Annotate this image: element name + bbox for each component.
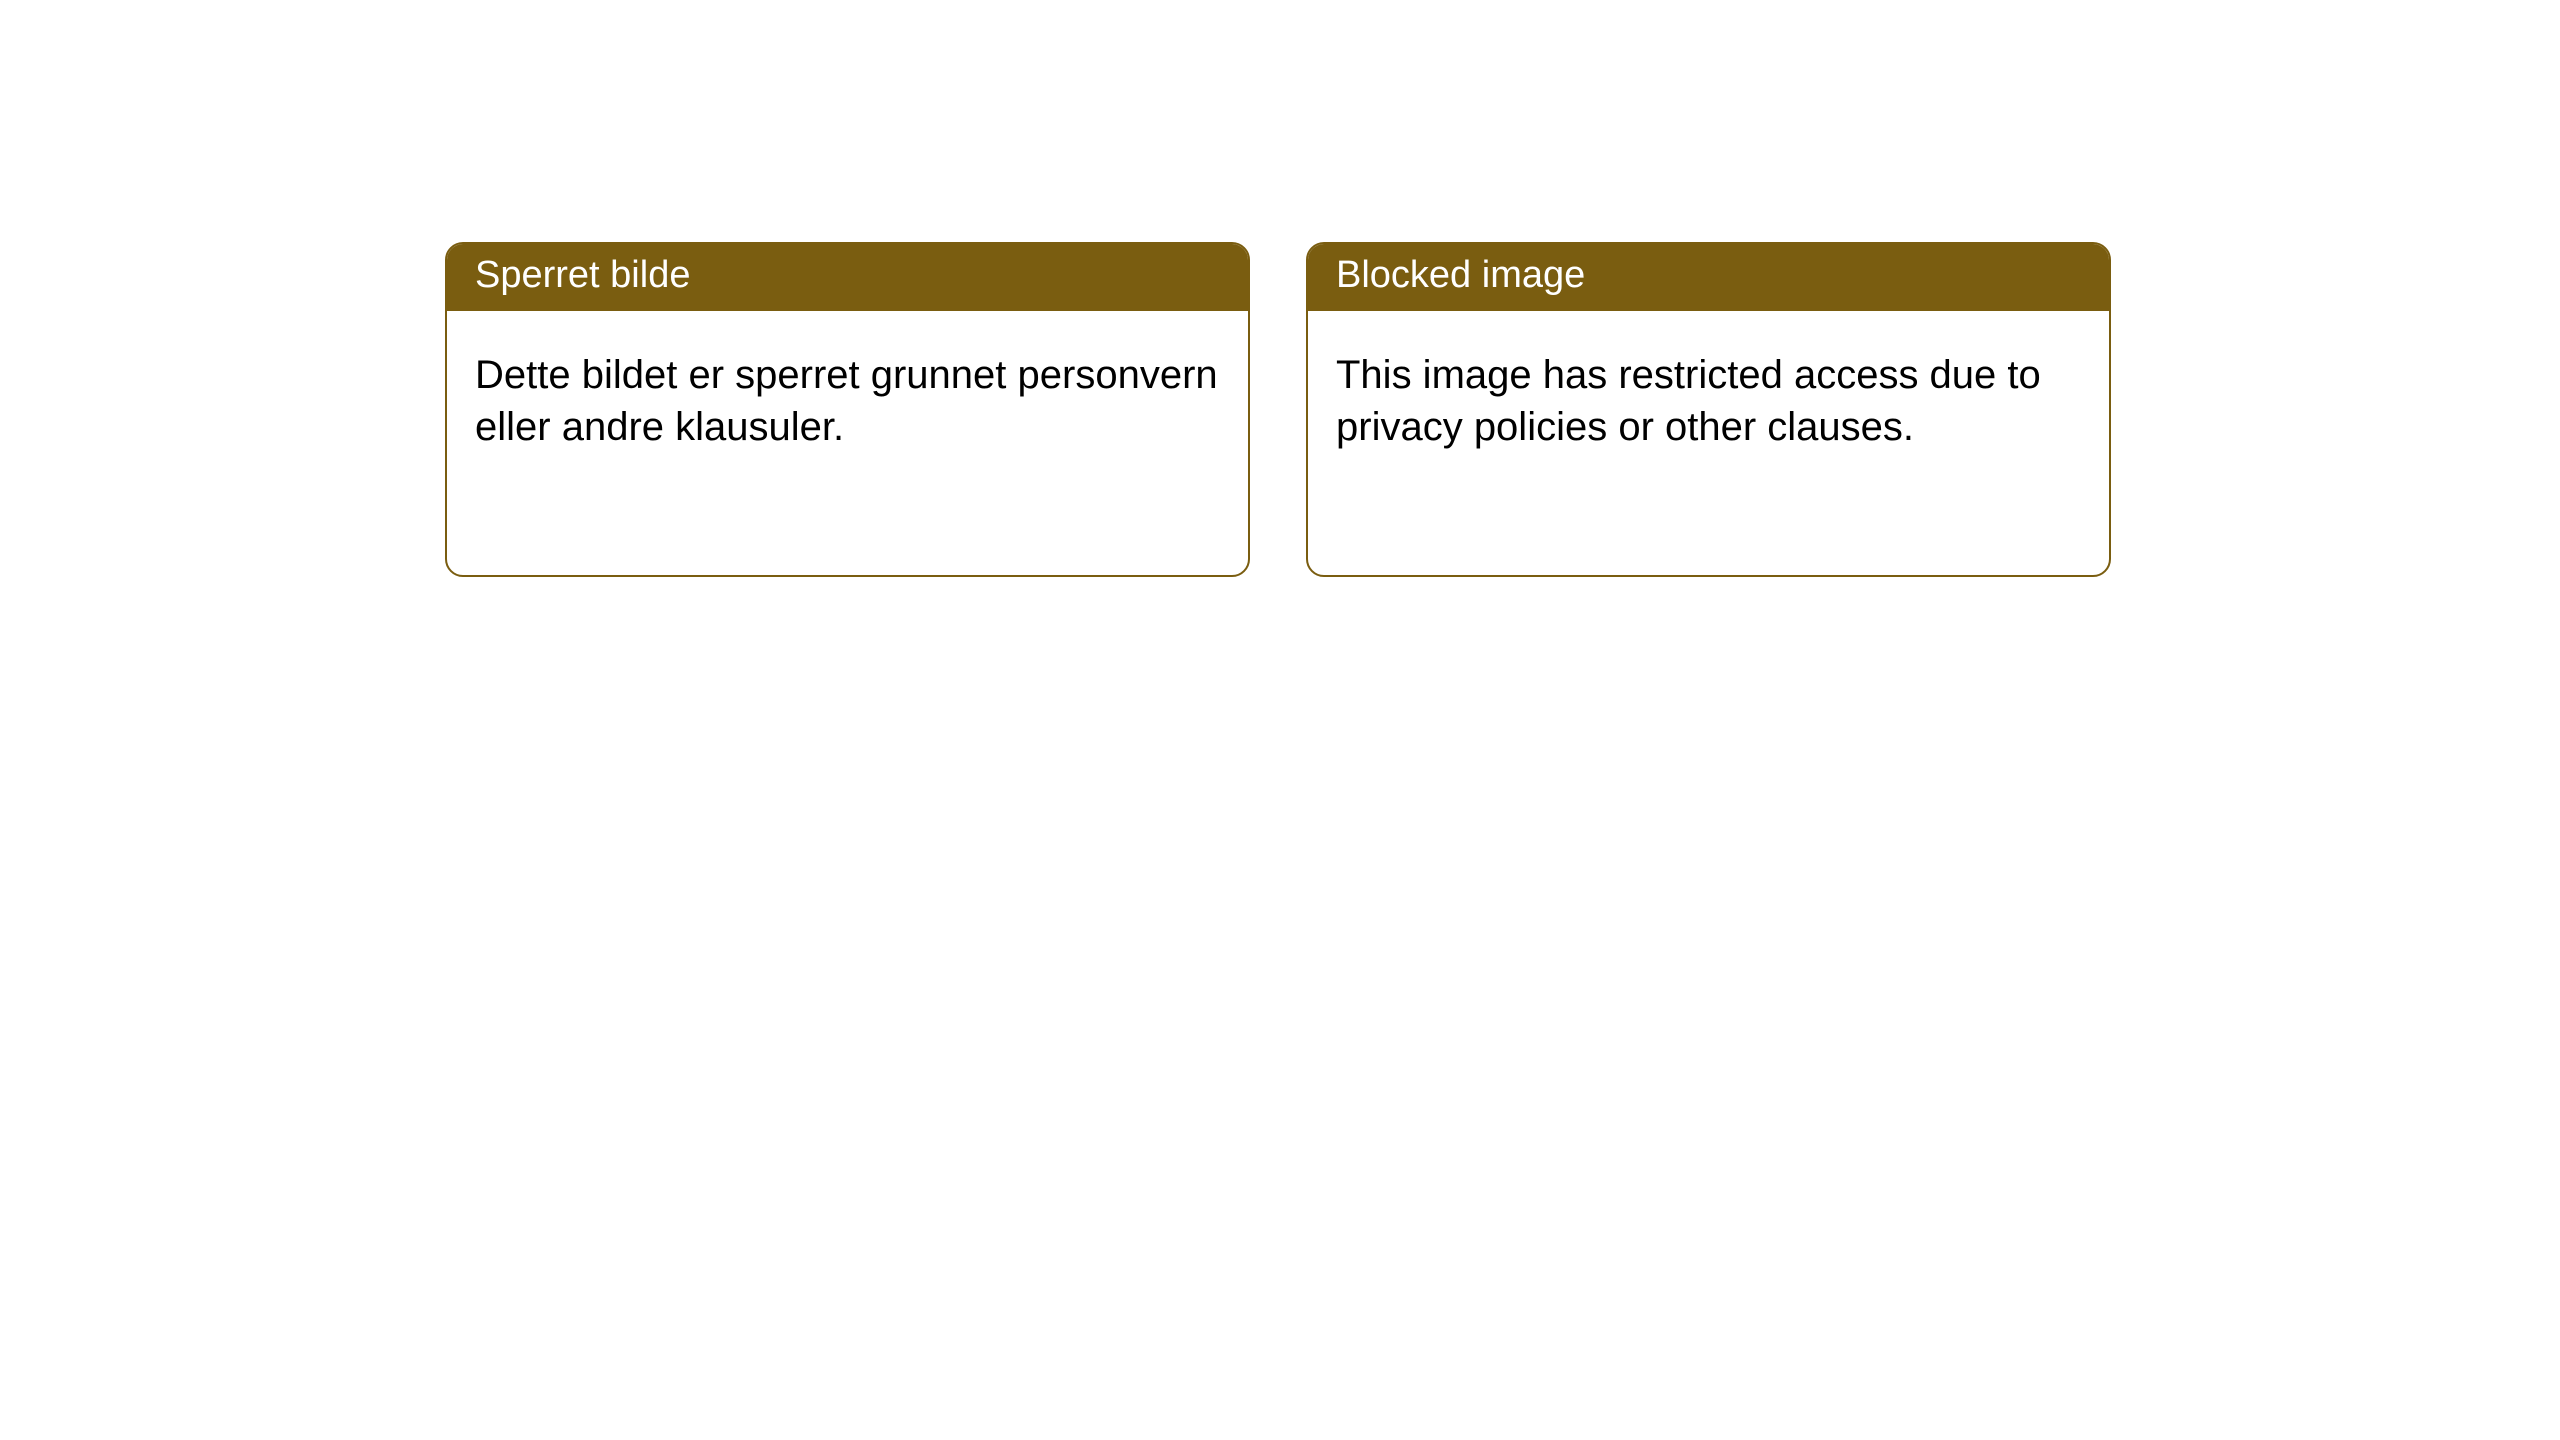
card-title: Sperret bilde xyxy=(475,254,690,296)
card-header: Blocked image xyxy=(1308,244,2109,311)
card-title: Blocked image xyxy=(1336,254,1585,296)
card-body-text: This image has restricted access due to … xyxy=(1336,353,2041,449)
card-body: This image has restricted access due to … xyxy=(1308,311,2109,491)
card-header: Sperret bilde xyxy=(447,244,1248,311)
card-body-text: Dette bildet er sperret grunnet personve… xyxy=(475,353,1218,449)
notice-card-english: Blocked image This image has restricted … xyxy=(1306,242,2111,577)
notice-card-norwegian: Sperret bilde Dette bildet er sperret gr… xyxy=(445,242,1250,577)
notice-container: Sperret bilde Dette bildet er sperret gr… xyxy=(0,0,2560,577)
card-body: Dette bildet er sperret grunnet personve… xyxy=(447,311,1248,491)
